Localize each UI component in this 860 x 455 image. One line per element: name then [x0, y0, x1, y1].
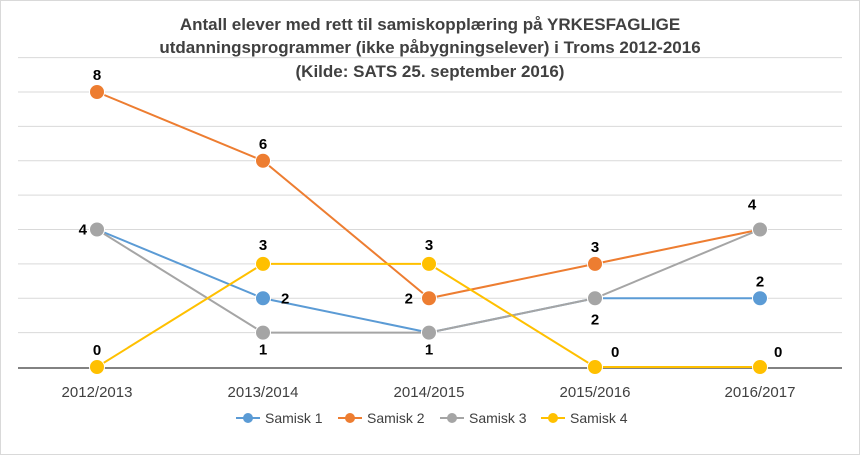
- data-point: [89, 221, 105, 238]
- legend-label: Samisk 2: [367, 410, 425, 426]
- data-label: 3: [591, 239, 599, 256]
- data-point: [752, 290, 768, 307]
- data-point: [89, 84, 105, 100]
- series-group: [89, 84, 768, 375]
- x-tick-label: 2012/2013: [62, 384, 133, 401]
- x-tick-label: 2013/2014: [228, 384, 299, 401]
- gridlines: [18, 57, 842, 334]
- data-label: 2: [281, 290, 289, 307]
- data-point: [752, 221, 768, 238]
- chart-title-line-2: utdanningsprogrammer (ikke påbygningsele…: [159, 38, 700, 57]
- legend-label: Samisk 1: [265, 410, 323, 426]
- data-point: [421, 324, 437, 341]
- legend-marker: [548, 413, 558, 423]
- x-tick-label: 2014/2015: [394, 384, 465, 401]
- data-point: [587, 255, 603, 272]
- data-point: [421, 290, 437, 307]
- data-label: 4: [79, 222, 88, 239]
- legend-marker: [447, 413, 457, 423]
- data-label: 0: [611, 344, 619, 361]
- data-point: [752, 359, 768, 375]
- data-label: 0: [774, 344, 782, 361]
- data-point: [89, 359, 105, 375]
- chart-title-line-3: (Kilde: SATS 25. september 2016): [296, 62, 565, 81]
- data-point: [587, 290, 603, 307]
- legend-marker: [243, 413, 253, 423]
- x-axis: 2012/2013 2013/2014 2014/2015 2015/2016 2016…: [18, 367, 842, 401]
- data-label: 2: [591, 311, 599, 328]
- data-label: 1: [425, 342, 433, 359]
- data-label: 1: [259, 342, 267, 359]
- legend: Samisk 1 Samisk 2 Samisk 3 Samisk 4: [236, 410, 628, 426]
- chart-title-line-1: Antall elever med rett til samiskopplæri…: [180, 15, 680, 34]
- data-point: [255, 324, 271, 341]
- legend-marker: [345, 413, 355, 423]
- x-tick-label: 2016/2017: [725, 384, 796, 401]
- data-label: 6: [259, 136, 267, 153]
- data-point: [421, 255, 437, 272]
- legend-label: Samisk 4: [570, 410, 628, 426]
- legend-label: Samisk 3: [469, 410, 527, 426]
- data-labels: 2 2 8 6 2 3 4 1 1 2 4 0 3 3 0 0: [79, 67, 783, 361]
- data-label: 8: [93, 67, 101, 84]
- data-label: 4: [748, 197, 757, 214]
- data-label: 2: [405, 290, 413, 307]
- x-tick-label: 2015/2016: [560, 384, 631, 401]
- data-label: 3: [259, 237, 267, 254]
- data-label: 2: [756, 273, 764, 290]
- data-point: [255, 152, 271, 169]
- data-point: [255, 255, 271, 272]
- data-point: [255, 290, 271, 307]
- data-label: 0: [93, 342, 101, 359]
- data-label: 3: [425, 237, 433, 254]
- data-point: [587, 359, 603, 375]
